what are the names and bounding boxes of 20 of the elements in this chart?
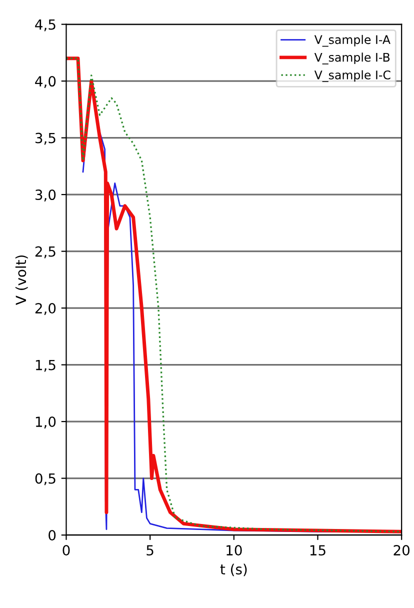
legend-label: V_sample I-C (314, 70, 390, 82)
y-tick-label: 4,0 (35, 76, 56, 88)
legend-label: V_sample I-A (314, 34, 390, 47)
x-tick-label: 20 (394, 545, 410, 556)
y-tick-label: 2,5 (35, 246, 56, 258)
y-axis-title: V (volt) (15, 255, 28, 305)
y-tick-label: 1,0 (36, 416, 56, 428)
x-tick-label: 15 (310, 545, 326, 556)
x-tick-label: 10 (226, 545, 242, 556)
y-tick-label: 0 (48, 530, 56, 541)
x-tick-label: 0 (62, 545, 70, 556)
y-tick-label: 0,5 (35, 473, 56, 486)
y-tick-label: 1,5 (36, 360, 56, 372)
legend-label: V_sample I-B (314, 52, 390, 64)
y-tick-label: 3,0 (35, 190, 56, 202)
y-tick-label: 3,5 (35, 132, 56, 145)
y-tick-label: 2,0 (35, 303, 56, 315)
y-tick-label: 4,5 (35, 19, 56, 32)
x-tick-label: 5 (146, 545, 154, 556)
x-axis-title: t (s) (220, 564, 247, 576)
